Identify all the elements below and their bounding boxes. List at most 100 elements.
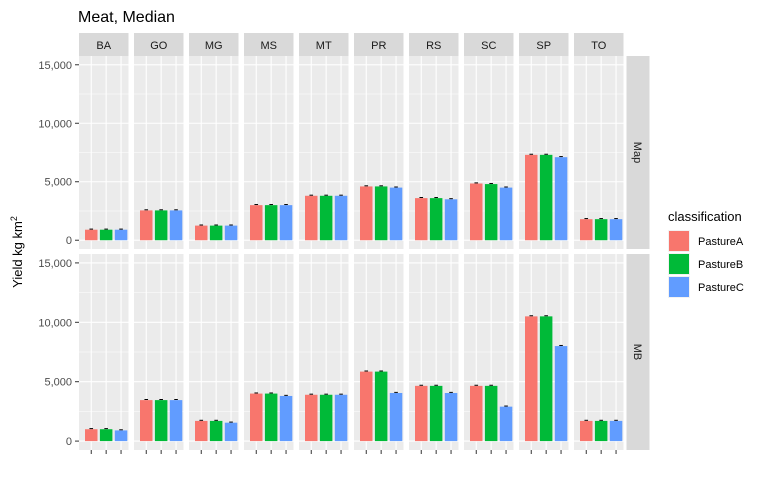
strip-rs [409,33,459,56]
strip-mg [189,33,239,56]
strip-label-go: GO [150,40,168,52]
bar-mb-mt-pasturea [305,394,318,442]
bar-mb-pr-pasturea [360,371,373,442]
legend-swatch-pasturec [669,277,689,297]
bar-mb-rs-pastureb [429,385,443,442]
y-tick-label: 15,000 [38,258,72,270]
bar-map-ms-pasturec [279,205,293,241]
bar-map-go-pasturea [140,210,153,241]
bar-mb-to-pastureb [594,420,608,442]
plot-area: BA GO MG MS MT PR RS SC SP TO Map 0 5,000 10,000 15,00… [38,33,650,454]
bar-mb-mg-pasturea [195,420,208,442]
bar-map-to-pasturec [609,219,623,241]
y-tick-label: 0 [66,436,72,448]
legend-swatch-pasturea [669,231,689,251]
bar-map-to-pastureb [594,219,608,241]
strip-mb [626,254,650,450]
bar-mb-mg-pastureb [209,420,223,442]
bar-mb-mg-pasturec [224,422,238,442]
bar-mb-sc-pastureb [484,385,498,442]
y-tick-label: 5,000 [44,177,72,189]
bar-map-rs-pasturec [444,199,458,241]
y-tick-label: 10,000 [38,118,72,130]
bar-map-rs-pastureb [429,198,443,241]
bar-mb-sp-pasturec [554,346,568,442]
bar-map-ms-pastureb [264,205,278,241]
bar-map-ba-pasturec [114,229,128,241]
y-tick-label: 10,000 [38,317,72,329]
y-tick-label: 0 [66,235,72,247]
bar-mb-ba-pasturec [114,430,128,442]
bar-mb-ba-pastureb [99,429,113,442]
strip-ba [79,33,129,56]
strip-label-sc: SC [481,40,496,52]
bar-map-mt-pasturec [334,195,348,241]
bar-map-sp-pasturec [554,157,568,241]
legend-label-pastureb: PastureB [698,259,743,271]
strip-pr [354,33,404,56]
strip-sc [464,33,514,56]
bar-mb-rs-pasturea [415,385,428,442]
strip-label-mt: MT [316,40,332,52]
y-axis-title-main: Yield kg km [10,221,25,288]
bar-map-sc-pastureb [484,184,498,241]
bar-map-go-pastureb [154,210,168,241]
bar-mb-rs-pasturec [444,392,458,442]
bar-map-mg-pasturec [224,225,238,241]
bar-mb-to-pasturea [580,420,593,442]
legend-label-pasturea: PastureA [698,236,744,248]
bar-map-sp-pastureb [539,154,553,241]
strip-label-mb: MB [631,344,643,361]
bar-map-ms-pasturea [250,205,263,241]
strip-sp [519,33,569,56]
bar-map-pr-pasturea [360,186,373,241]
bar-map-ba-pasturea [85,229,98,241]
bar-mb-go-pasturec [169,400,183,442]
bar-map-mg-pastureb [209,225,223,241]
bar-map-pr-pasturec [389,187,403,241]
strip-to [574,33,624,56]
y-axis-title: Yield kg km2 [9,216,25,288]
legend-swatch-pastureb [669,254,689,274]
bar-mb-mt-pasturec [334,394,348,442]
bar-mb-sc-pasturea [470,385,483,442]
bar-mb-to-pasturec [609,420,623,442]
bar-map-mt-pastureb [319,195,333,241]
strip-label-ms: MS [261,40,278,52]
y-axis-title-superscript: 2 [9,216,19,221]
bar-mb-mt-pastureb [319,394,333,442]
chart-title: Meat, Median [78,9,175,26]
y-tick-label: 15,000 [38,60,72,72]
bar-map-sc-pasturec [499,187,513,241]
strip-label-mg: MG [205,40,223,52]
strip-label-ba: BA [96,40,111,52]
strip-label-pr: PR [371,40,386,52]
bar-map-mg-pasturea [195,225,208,241]
bar-mb-sp-pasturea [525,316,538,442]
bar-map-pr-pastureb [374,186,388,241]
bar-map-mt-pasturea [305,195,318,241]
bar-mb-ba-pasturea [85,429,98,442]
bar-map-ba-pastureb [99,229,113,241]
strip-ms [244,33,294,56]
bar-mb-sp-pastureb [539,316,553,442]
legend-label-pasturec: PastureC [698,282,744,294]
bar-map-sc-pasturea [470,183,483,241]
strip-label-sp: SP [536,40,551,52]
strip-label-map: Map [631,142,643,163]
bar-mb-ms-pasturec [279,395,293,442]
bar-mb-sc-pasturec [499,406,513,442]
bar-mb-pr-pastureb [374,371,388,442]
strip-go [134,33,184,56]
bar-mb-ms-pastureb [264,393,278,442]
y-tick-label: 5,000 [44,377,72,389]
strip-label-to: TO [591,40,607,52]
legend-title: classification [668,209,742,224]
legend: classification PastureA PastureB PastureC [668,209,744,298]
bar-mb-pr-pasturec [389,392,403,442]
bar-mb-go-pasturea [140,400,153,442]
strip-label-rs: RS [426,40,441,52]
strip-map [626,56,650,249]
bar-mb-ms-pasturea [250,393,263,442]
